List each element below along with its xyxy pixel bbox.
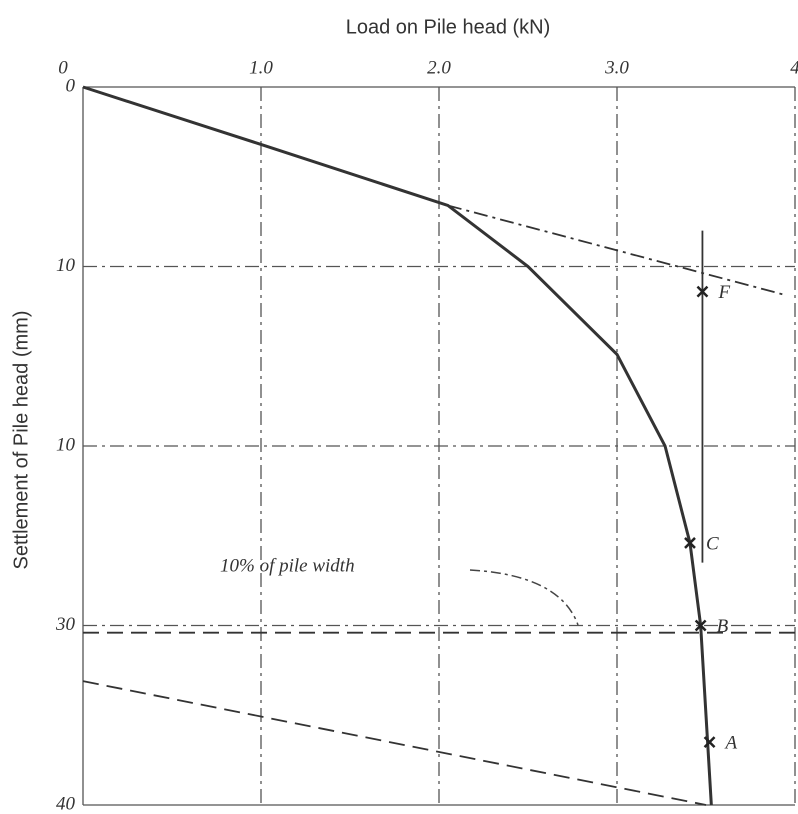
point-label: C xyxy=(706,533,719,554)
y-tick-label: 10 xyxy=(56,434,76,455)
y-axis-title: Settlement of Pile head (mm) xyxy=(10,311,32,570)
x-tick-label: 4 xyxy=(790,57,798,78)
y-tick-label: 40 xyxy=(56,793,76,814)
chart: Load on Pile head (kN) Settlement of Pil… xyxy=(0,0,798,814)
annotation: 10% of pile width xyxy=(220,555,355,576)
y-tick-label: 0 xyxy=(66,75,76,96)
point-label: A xyxy=(724,733,738,754)
x-tick-label: 2.0 xyxy=(427,57,451,78)
annotation-leader xyxy=(470,570,578,625)
y-tick-label: 30 xyxy=(55,614,76,635)
x-tick-label: 1.0 xyxy=(249,57,273,78)
x-tick-label: 3.0 xyxy=(604,57,629,78)
chart-title: Load on Pile head (kN) xyxy=(346,16,551,38)
point-label: B xyxy=(717,616,729,637)
line xyxy=(83,681,706,805)
point-marker xyxy=(705,737,715,747)
point-label: F xyxy=(717,282,730,303)
y-tick-label: 10 xyxy=(56,255,76,276)
